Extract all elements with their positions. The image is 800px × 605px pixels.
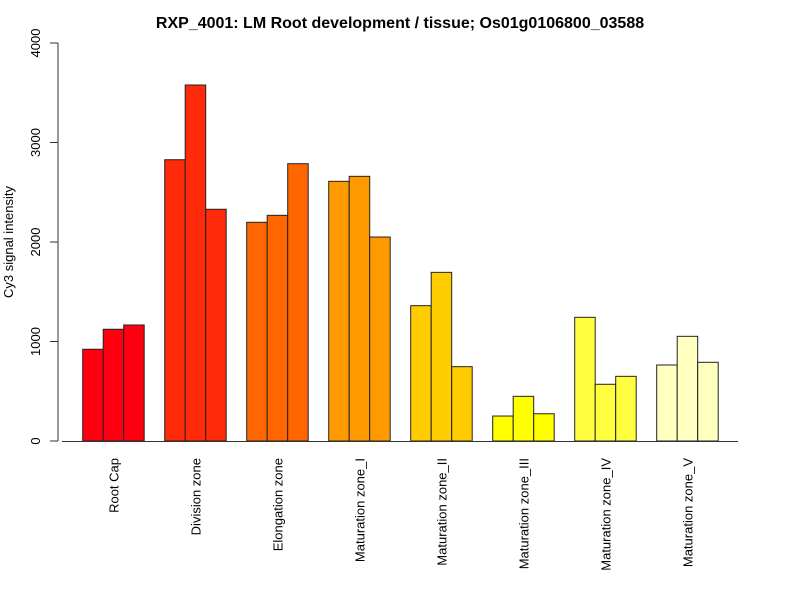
x-tick-label: Division zone (188, 458, 203, 535)
bar-2-0 (246, 221, 268, 442)
bar-0-1 (102, 328, 125, 442)
bar-3-1 (348, 175, 371, 442)
y-tick-label: 3000 (28, 128, 43, 157)
x-tick-label: Maturation zone_III (516, 458, 531, 569)
bar-1-0 (164, 159, 186, 442)
y-tick-label: 2000 (28, 228, 43, 257)
bar-2-2 (287, 163, 309, 442)
bar-4-1 (430, 271, 453, 442)
bar-3-2 (369, 236, 391, 442)
bar-4-0 (410, 305, 432, 442)
bar-0-2 (123, 324, 145, 442)
y-tick-label: 0 (28, 437, 43, 444)
bar-0-0 (82, 348, 104, 442)
bar-1-2 (205, 208, 227, 442)
chart-title: RXP_4001: LM Root development / tissue; … (156, 15, 644, 32)
bar-4-2 (451, 366, 473, 442)
bar-2-1 (266, 214, 289, 442)
bar-1-1 (184, 84, 207, 442)
bars (82, 84, 719, 442)
y-axis: 0 1000 2000 3000 4000 (28, 29, 59, 445)
x-tick-labels: Root Cap Division zone Elongation zone Matu… (106, 458, 695, 571)
bar-6-1 (594, 383, 617, 442)
bar-7-0 (656, 364, 678, 442)
x-tick-label: Maturation zone_I (352, 458, 367, 562)
x-tick-label: Root Cap (106, 458, 121, 513)
y-tick-label: 1000 (28, 327, 43, 356)
bar-5-2 (533, 413, 555, 442)
x-tick-label: Maturation zone_II (434, 458, 449, 566)
bar-6-0 (574, 316, 596, 442)
bar-5-1 (512, 395, 535, 442)
bar-6-2 (615, 375, 637, 442)
y-tick-label: 4000 (28, 29, 43, 58)
y-axis-label: Cy3 signal intensity (1, 186, 16, 298)
bar-5-0 (492, 415, 514, 442)
x-tick-label: Elongation zone (270, 458, 285, 551)
bar-7-1 (676, 335, 699, 442)
bar-7-2 (697, 361, 719, 442)
x-tick-label: Maturation zone_V (680, 458, 695, 567)
bar-3-0 (328, 180, 350, 442)
x-tick-label: Maturation zone_IV (598, 458, 613, 571)
